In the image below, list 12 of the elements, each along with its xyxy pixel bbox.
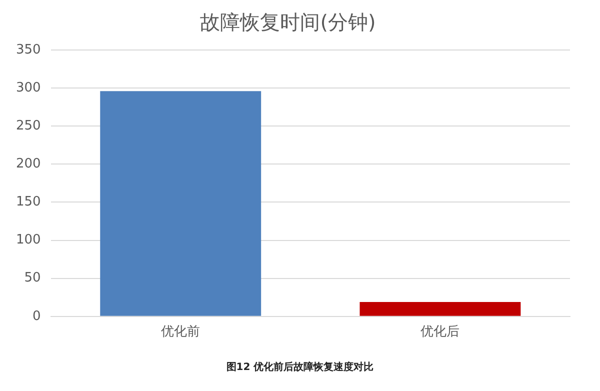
y-tick-label: 350 <box>16 42 41 58</box>
y-tick-label: 100 <box>16 232 41 248</box>
caption: 图12 优化前后故障恢复速度对比 <box>225 360 375 374</box>
y-tick-label: 0 <box>32 308 41 324</box>
y-tick-label: 150 <box>16 194 41 210</box>
x-tick-label: 优化前 <box>161 324 200 340</box>
chart-title: 故障恢复时间(分钟) <box>200 10 376 34</box>
y-tick-label: 200 <box>16 156 41 172</box>
y-tick-label: 250 <box>16 118 41 134</box>
y-tick-label: 300 <box>16 80 41 96</box>
x-tick-label: 优化后 <box>420 324 460 340</box>
y-tick-label: 50 <box>24 270 41 286</box>
